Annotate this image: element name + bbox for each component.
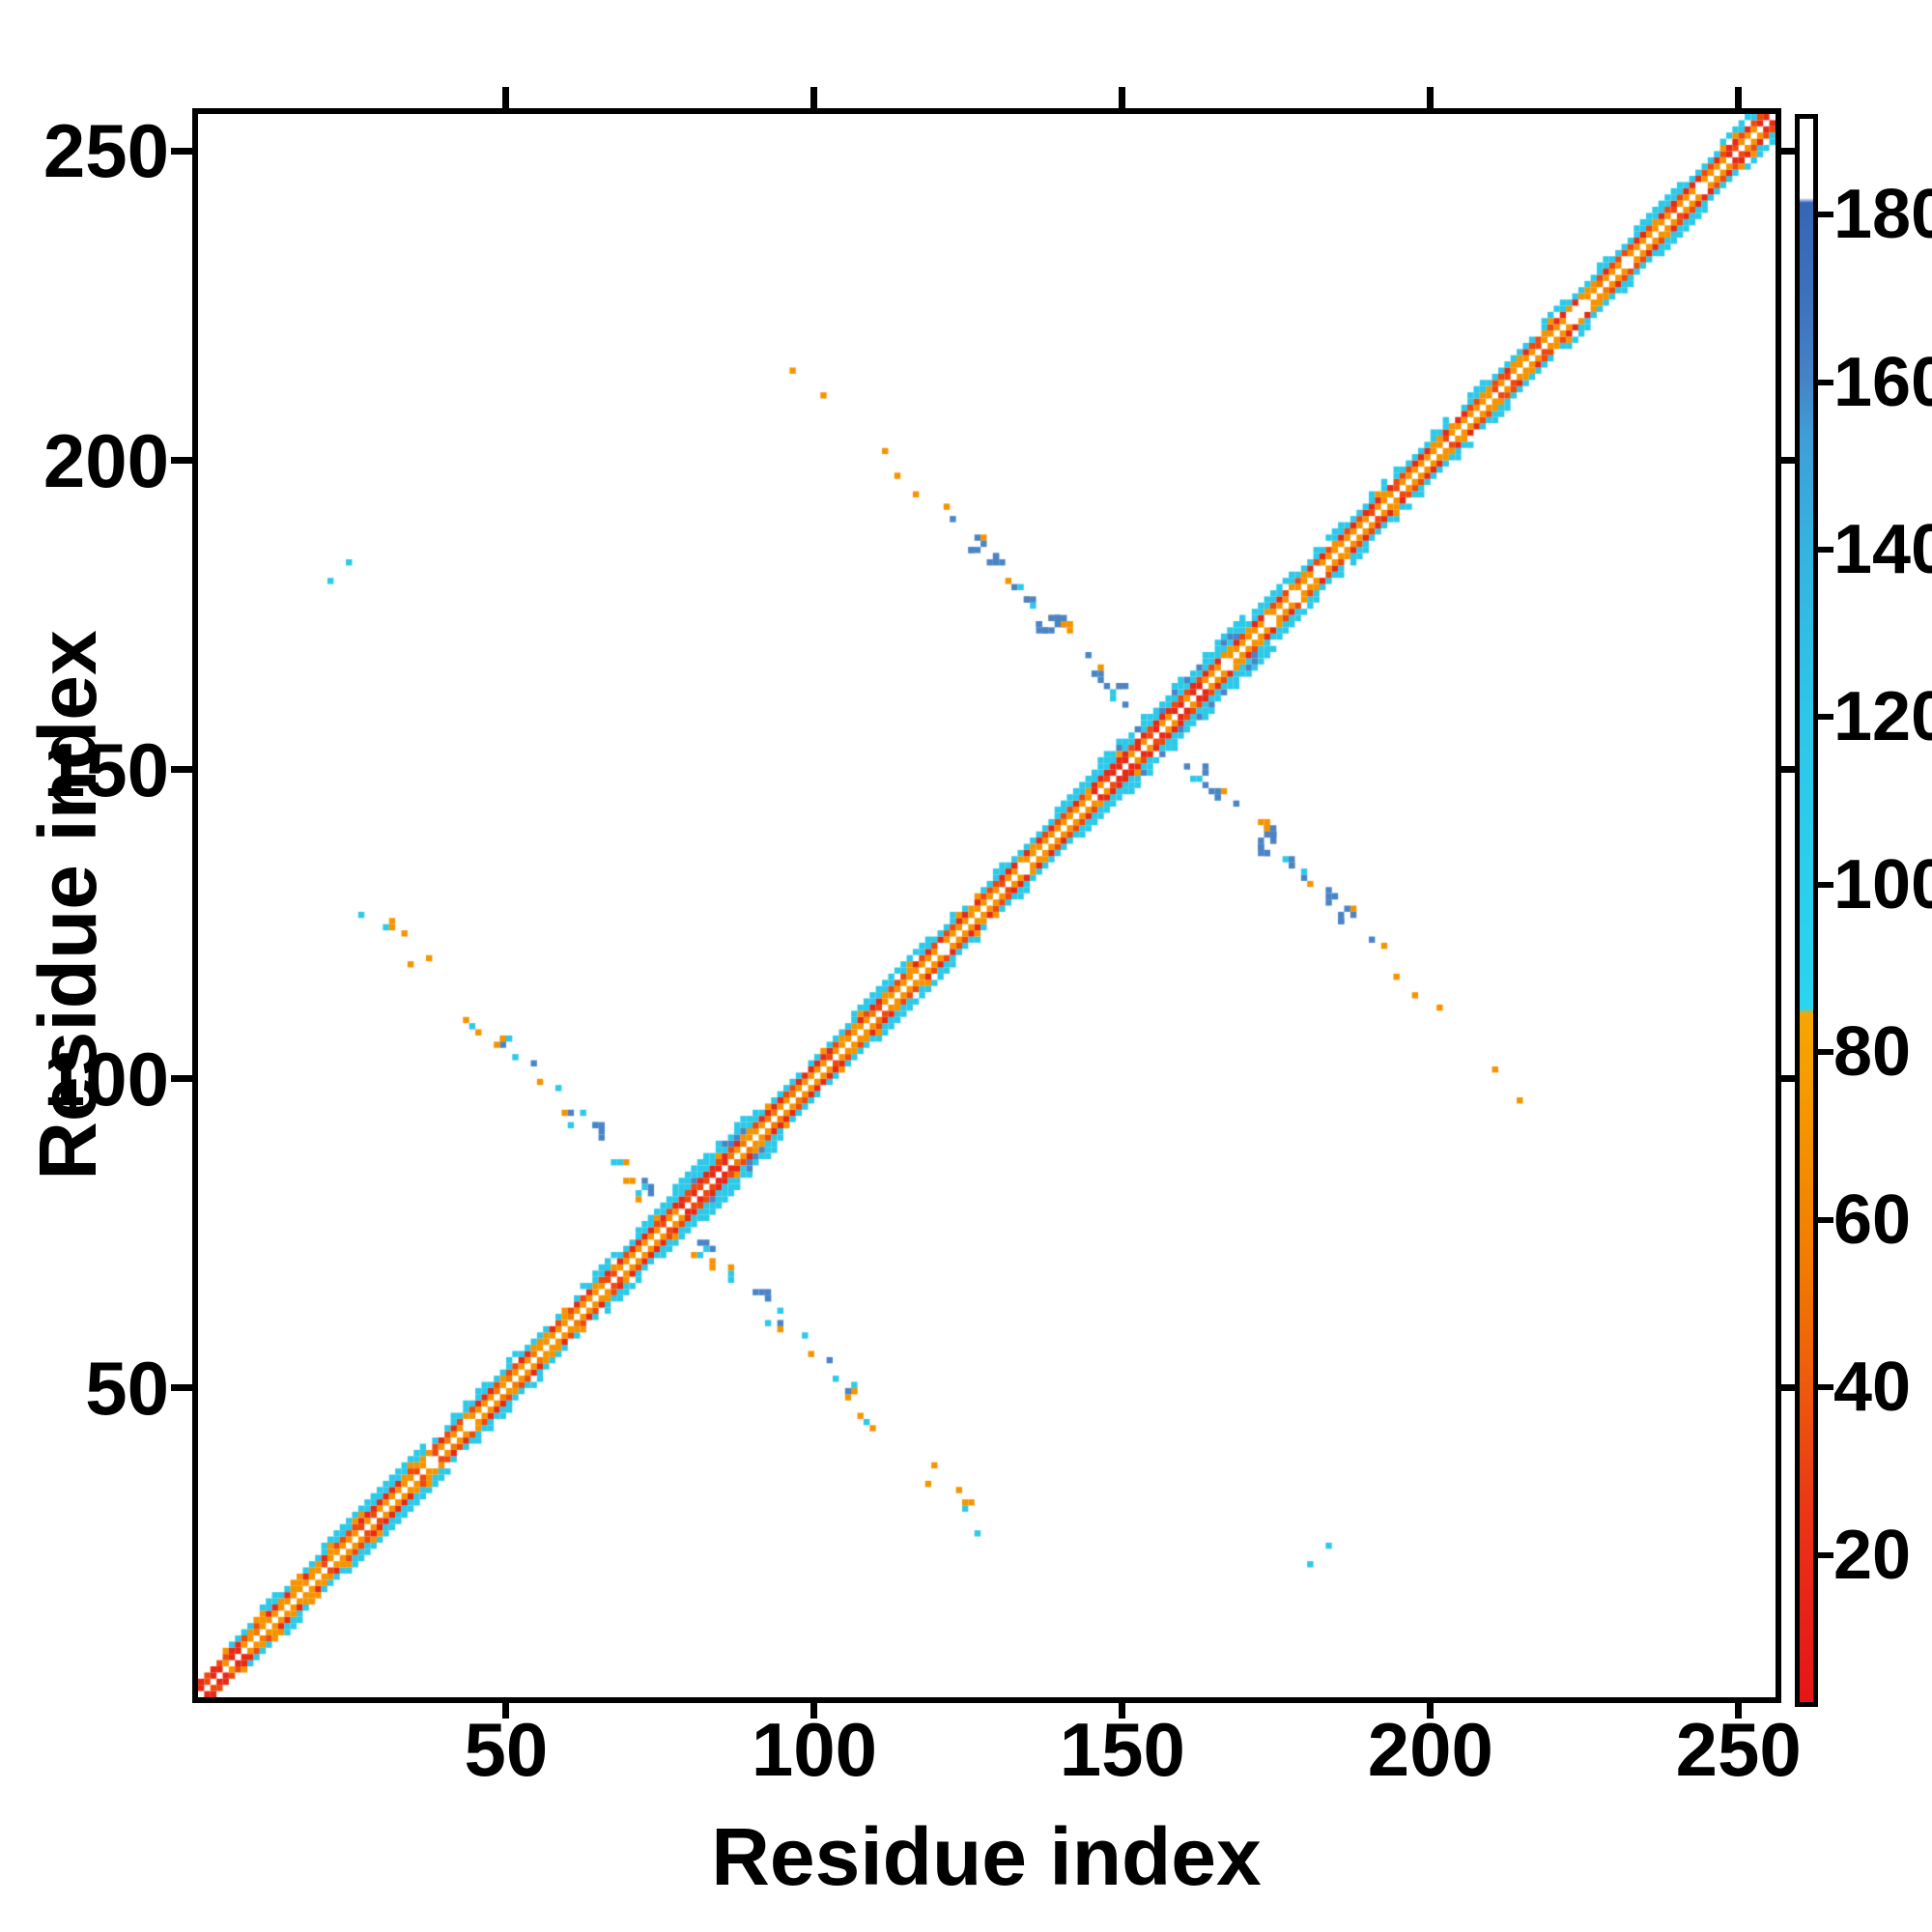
x-tick-top: [1119, 87, 1126, 108]
y-tick-label: 50: [85, 1345, 169, 1431]
colorbar-tick: [1818, 881, 1833, 888]
colorbar: [1795, 114, 1818, 1707]
y-tick-label: 150: [43, 726, 169, 812]
x-axis-title: Residue index: [711, 1811, 1262, 1902]
colorbar-tick: [1818, 1216, 1833, 1223]
y-tick-right: [1776, 1075, 1797, 1083]
x-tick-label: 100: [751, 1707, 877, 1792]
x-tick-top: [1735, 87, 1743, 108]
x-tick: [810, 1697, 818, 1719]
colorbar-tick-label: 80: [1833, 1013, 1912, 1092]
colorbar-tick-label: 160: [1833, 343, 1932, 421]
colorbar-tick-label: 140: [1833, 510, 1932, 588]
contact-map-canvas: [198, 114, 1776, 1697]
y-tick: [171, 1075, 192, 1083]
y-tick: [171, 147, 192, 155]
colorbar-tick: [1818, 1551, 1833, 1558]
colorbar-tick-label: 60: [1833, 1180, 1912, 1259]
y-tick-label: 200: [43, 417, 169, 503]
colorbar-tick: [1818, 546, 1833, 553]
x-tick-label: 50: [464, 1707, 549, 1792]
colorbar-tick: [1818, 212, 1833, 218]
y-tick-right: [1776, 1384, 1797, 1392]
colorbar-tick: [1818, 1049, 1833, 1056]
x-tick-top: [502, 87, 510, 108]
colorbar-tick-label: 40: [1833, 1349, 1912, 1427]
colorbar-gradient: [1800, 119, 1813, 1702]
colorbar-tick: [1818, 714, 1833, 721]
x-tick-top: [810, 87, 818, 108]
colorbar-tick-label: 20: [1833, 1516, 1912, 1594]
x-tick: [1427, 1697, 1435, 1719]
y-tick-right: [1776, 457, 1797, 465]
colorbar-tick-label: 100: [1833, 845, 1932, 923]
colorbar-tick-label: 120: [1833, 678, 1932, 756]
x-tick-top: [1427, 87, 1435, 108]
y-tick-right: [1776, 147, 1797, 155]
colorbar-tick: [1818, 379, 1833, 385]
x-tick: [502, 1697, 510, 1719]
y-tick-right: [1776, 766, 1797, 774]
colorbar-tick: [1818, 1384, 1833, 1391]
colorbar-tick-label: 180: [1833, 176, 1932, 254]
x-tick-label: 200: [1367, 1707, 1493, 1792]
y-tick: [171, 766, 192, 774]
x-tick-label: 250: [1675, 1707, 1802, 1792]
x-tick: [1119, 1697, 1126, 1719]
plot-area: [192, 108, 1781, 1703]
x-tick-label: 150: [1059, 1707, 1185, 1792]
x-tick: [1735, 1697, 1743, 1719]
y-tick: [171, 457, 192, 465]
y-tick-label: 250: [43, 108, 169, 194]
y-tick: [171, 1384, 192, 1392]
y-tick-label: 100: [43, 1036, 169, 1122]
